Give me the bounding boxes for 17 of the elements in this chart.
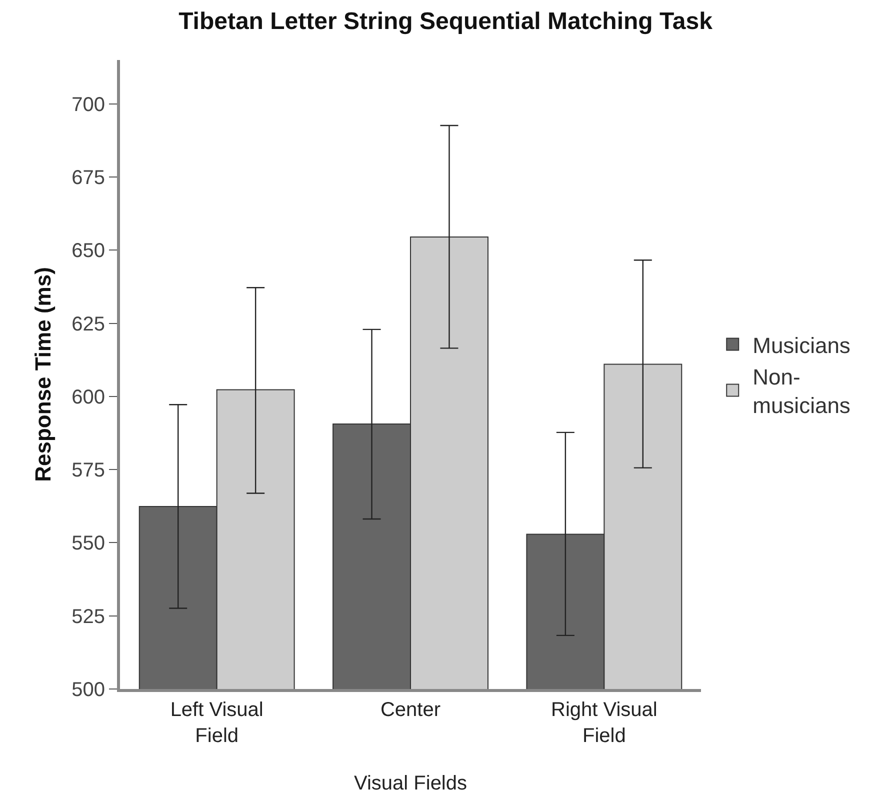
x-axis-title: Visual Fields [354,772,468,794]
x-tick-label: Center [380,699,441,721]
y-tick-label: 575 [72,460,105,482]
y-tick-label: 525 [72,606,105,628]
y-tick-label: 675 [72,167,105,190]
chart-title: Tibetan Letter String Sequential Matching Task [178,8,714,35]
y-tick-label: 625 [72,313,105,336]
x-tick-label: Right Visual Field [550,699,658,747]
x-tick-label: Left Visual Field [170,699,264,747]
y-tick-label: 600 [72,386,105,408]
y-tick-label: 700 [72,94,105,116]
y-tick-label: 550 [72,532,105,555]
legend-label: Musicians [752,332,850,358]
y-tick-label: 500 [72,679,105,701]
y-axis-title: Response Time (ms) [30,267,56,482]
legend-label: Non-musicians [752,364,850,418]
y-tick-label: 650 [72,240,105,262]
